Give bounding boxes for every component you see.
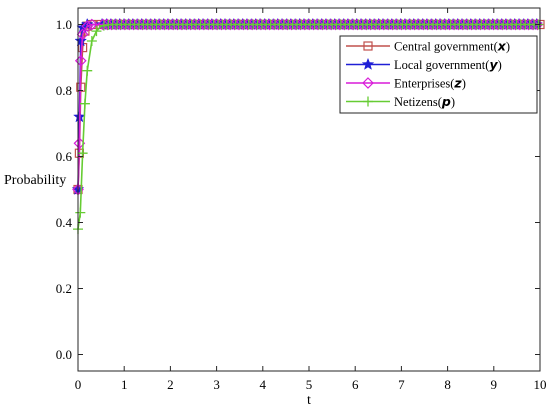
legend-entry: Netizens(p)	[346, 94, 455, 109]
x-tick-label: 7	[398, 377, 405, 392]
data-point	[81, 20, 94, 32]
legend-marker	[362, 77, 374, 89]
legend-entry: Enterprises(z)	[346, 76, 466, 91]
data-point	[76, 28, 89, 41]
legend-box	[339, 35, 538, 114]
legend-entry: Local government(y)	[346, 57, 502, 72]
x-tick-label: 6	[352, 377, 359, 392]
data-point	[82, 65, 93, 76]
x-tick-label: 9	[491, 377, 498, 392]
data-point	[74, 34, 88, 47]
x-tick-label: 4	[260, 377, 267, 392]
legend-entry: Central government(x)	[346, 39, 510, 54]
y-tick-label: 1.0	[56, 17, 72, 32]
y-tick-label: 0.0	[56, 347, 72, 362]
data-point	[74, 54, 87, 67]
y-tick-label: 0.8	[56, 83, 72, 98]
y-tick-label: 0.4	[56, 215, 73, 230]
data-point	[86, 18, 98, 31]
legend-label: Local government(y)	[394, 57, 502, 72]
data-point	[75, 207, 86, 218]
x-tick-label: 2	[167, 377, 174, 392]
legend-label: Netizens(p)	[394, 94, 455, 109]
x-tick-label: 0	[75, 377, 82, 392]
series-p	[73, 19, 544, 235]
legend-marker	[361, 57, 375, 70]
series-line	[77, 23, 540, 190]
x-tick-label: 3	[213, 377, 220, 392]
series-layer	[71, 17, 545, 235]
x-tick-label: 8	[444, 377, 451, 392]
x-tick-label: 1	[121, 377, 128, 392]
legend-marker	[363, 41, 373, 51]
x-tick-label: 5	[306, 377, 313, 392]
y-tick-label: 0.6	[56, 149, 73, 164]
y-axis-label: Probability	[4, 173, 66, 188]
x-tick-label: 10	[534, 377, 547, 392]
y-axis: 0.0 0.2 0.4 0.6 0.8 1.0	[56, 17, 540, 362]
x-axis-label: t	[307, 393, 311, 408]
y-tick-label: 0.2	[56, 281, 72, 296]
legend-marker	[363, 96, 373, 107]
legend-label: Central government(x)	[394, 39, 510, 54]
data-point	[97, 18, 109, 31]
data-point	[98, 20, 109, 31]
legend: Central government(x) Local government(y)…	[339, 35, 538, 114]
data-point	[86, 36, 97, 46]
data-point	[79, 98, 90, 109]
x-axis: 0 1 2 3 4 5 6 7 8 9 10	[75, 8, 547, 392]
data-point	[91, 26, 102, 37]
legend-label: Enterprises(z)	[394, 76, 466, 91]
